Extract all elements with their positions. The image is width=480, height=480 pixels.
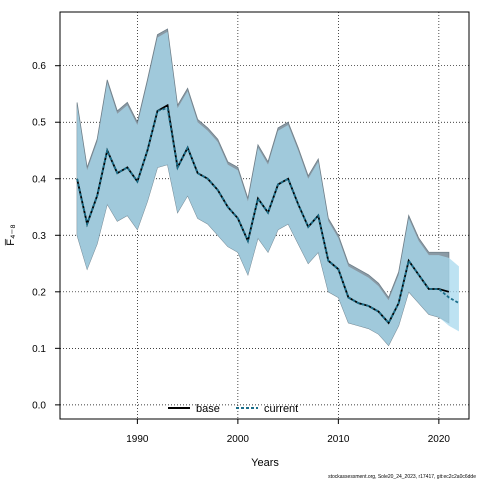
confidence-band-current: [77, 31, 459, 346]
legend-label-current: current: [264, 403, 298, 415]
series-lines: [76, 103, 460, 325]
plot-frame: [59, 11, 470, 420]
y-tick-label-3: 0.3: [32, 231, 46, 242]
legend-label-base: base: [196, 403, 220, 415]
y-tick-label-0: 0.0: [32, 400, 46, 411]
y-tick-label-1: 0.1: [32, 344, 46, 355]
y-axis: 0.0 0.1 0.2 0.3 0.4 0.5 0.6: [32, 61, 60, 411]
y-tick-label-5: 0.5: [32, 118, 46, 129]
legend: base current: [168, 403, 298, 415]
confidence-bands: [76, 28, 459, 347]
y-axis-title: F̅₄₋₈: [5, 224, 17, 246]
x-tick-label-1990: 1990: [126, 434, 149, 445]
y-tick-label-4: 0.4: [32, 174, 46, 185]
x-tick-label-2020: 2020: [428, 434, 451, 445]
footer-credit: stockassessment.org, Sole20_24_2023, r17…: [328, 474, 476, 480]
x-tick-label-2010: 2010: [327, 434, 350, 445]
x-tick-label-2000: 2000: [227, 434, 250, 445]
y-tick-label-6: 0.6: [32, 61, 46, 72]
x-axis: 1990 2000 2010 2020: [126, 419, 450, 445]
series-line-current: [76, 106, 460, 325]
y-tick-label-2: 0.2: [32, 287, 46, 298]
x-axis-title: Years: [251, 457, 279, 469]
